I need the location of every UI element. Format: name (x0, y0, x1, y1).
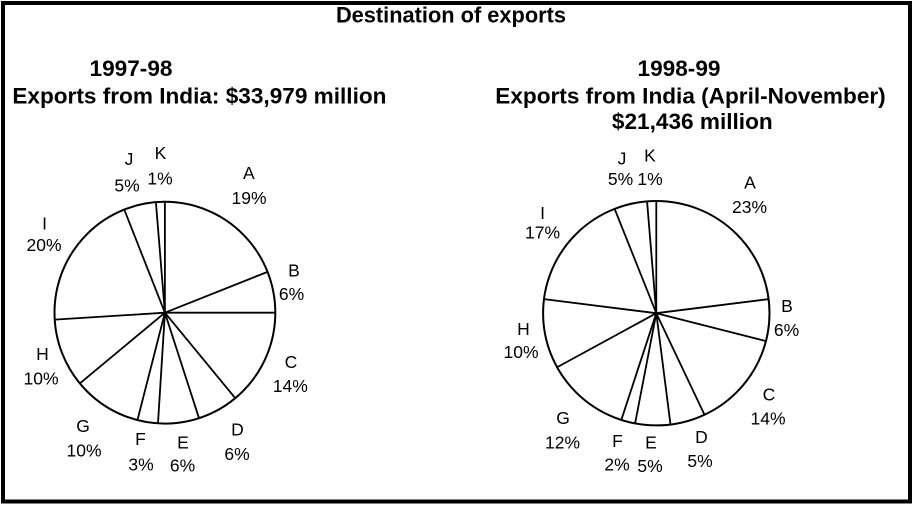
svg-text:Exports from India (April-Nove: Exports from India (April-November) (495, 84, 885, 109)
svg-text:6%: 6% (774, 320, 799, 340)
svg-text:$21,436 million: $21,436 million (612, 109, 773, 134)
svg-text:J: J (125, 149, 134, 169)
svg-text:20%: 20% (26, 235, 61, 255)
svg-text:10%: 10% (503, 342, 538, 362)
svg-text:1998-99: 1998-99 (638, 56, 721, 81)
svg-text:6%: 6% (170, 456, 195, 476)
svg-text:5%: 5% (637, 456, 662, 476)
svg-text:I: I (42, 214, 47, 234)
svg-text:10%: 10% (66, 441, 101, 461)
svg-text:A: A (744, 173, 756, 193)
svg-text:1997-98: 1997-98 (90, 56, 173, 81)
svg-text:Destination of exports: Destination of exports (336, 3, 566, 28)
svg-text:5%: 5% (114, 175, 139, 195)
svg-text:H: H (517, 319, 530, 339)
svg-text:C: C (763, 385, 776, 405)
svg-text:D: D (695, 427, 708, 447)
svg-text:E: E (645, 433, 657, 453)
svg-text:A: A (243, 163, 255, 183)
svg-text:D: D (231, 420, 244, 440)
svg-text:E: E (177, 433, 189, 453)
svg-text:12%: 12% (545, 433, 580, 453)
svg-text:F: F (612, 431, 623, 451)
svg-text:J: J (618, 149, 627, 169)
svg-text:3%: 3% (128, 455, 153, 475)
svg-text:K: K (644, 146, 656, 166)
svg-text:14%: 14% (750, 409, 785, 429)
svg-text:6%: 6% (224, 444, 249, 464)
svg-text:14%: 14% (273, 376, 308, 396)
svg-text:C: C (285, 352, 298, 372)
svg-text:Exports from India: $33,979 mi: Exports from India: $33,979 million (12, 84, 386, 109)
svg-text:I: I (540, 203, 545, 223)
svg-text:17%: 17% (525, 223, 560, 243)
svg-text:5%: 5% (608, 169, 633, 189)
svg-text:5%: 5% (687, 451, 712, 471)
svg-text:6%: 6% (279, 284, 304, 304)
svg-text:F: F (135, 429, 146, 449)
svg-text:H: H (36, 344, 49, 364)
svg-text:2%: 2% (604, 455, 629, 475)
svg-text:B: B (288, 261, 300, 281)
svg-text:10%: 10% (23, 369, 58, 389)
svg-text:1%: 1% (147, 169, 172, 189)
svg-text:G: G (556, 408, 570, 428)
svg-text:19%: 19% (231, 188, 266, 208)
svg-text:G: G (76, 416, 90, 436)
svg-text:23%: 23% (732, 197, 767, 217)
svg-text:1%: 1% (637, 169, 662, 189)
svg-text:K: K (155, 143, 167, 163)
svg-text:B: B (781, 296, 793, 316)
